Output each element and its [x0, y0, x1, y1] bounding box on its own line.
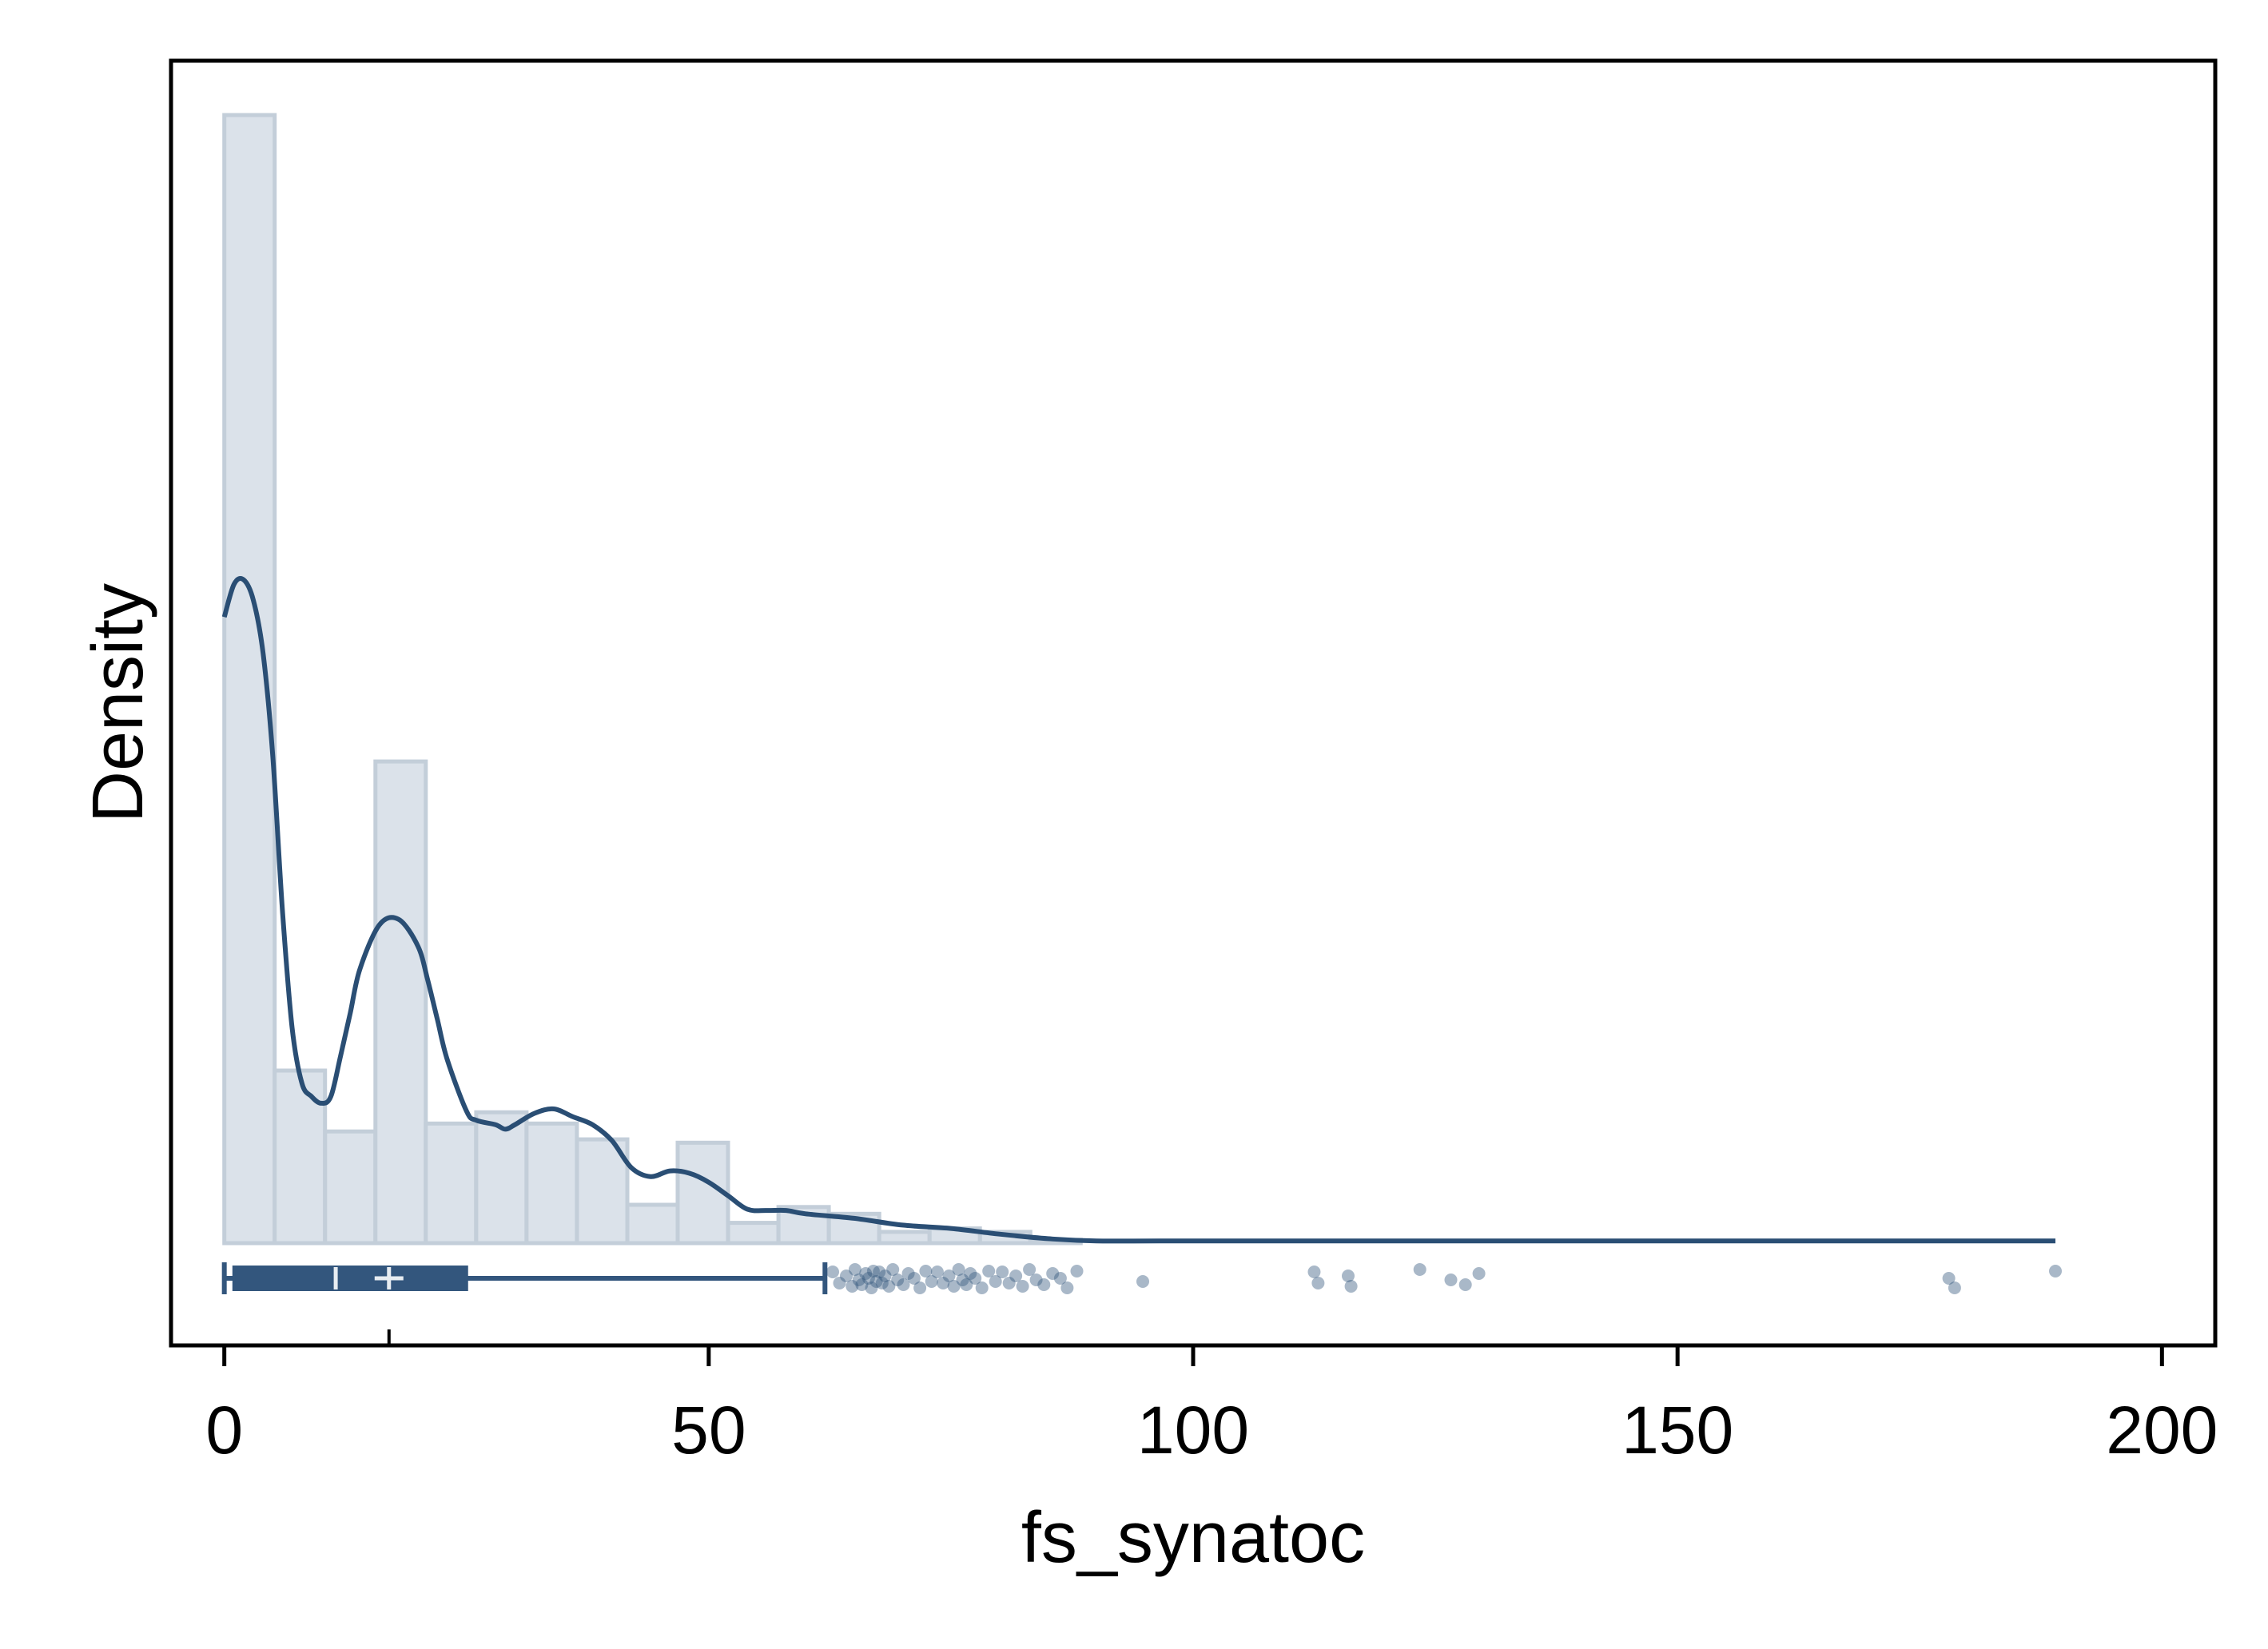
- outlier-point-30: [960, 1278, 973, 1291]
- outlier-point-42: [1037, 1278, 1051, 1291]
- density-curve-group: [221, 576, 2055, 1244]
- outlier-point-19: [901, 1267, 915, 1280]
- outlier-point-22: [919, 1265, 933, 1277]
- outlier-point-10: [866, 1265, 880, 1277]
- histogram-bar-8: [625, 1202, 680, 1246]
- outlier-point-43: [1046, 1267, 1060, 1280]
- outlier-point-5: [852, 1274, 865, 1286]
- x-tick-label-200: 200: [2106, 1393, 2218, 1468]
- outlier-point-17: [891, 1274, 905, 1286]
- outlier-points: [826, 1263, 2062, 1294]
- outlier-point-55: [1472, 1267, 1486, 1280]
- outlier-point-18: [897, 1278, 910, 1291]
- x-axis-ticks: 0 50 100 150 200: [205, 1345, 2218, 1468]
- histogram-bar-9: [675, 1140, 730, 1246]
- outlier-point-49: [1311, 1277, 1325, 1289]
- outlier-point-45: [1060, 1281, 1074, 1294]
- outlier-point-56: [1942, 1272, 1956, 1285]
- outlier-point-20: [907, 1272, 921, 1285]
- outlier-point-24: [930, 1266, 944, 1278]
- outlier-point-12: [873, 1266, 886, 1278]
- outlier-point-31: [964, 1267, 977, 1280]
- outlier-point-54: [1458, 1278, 1472, 1291]
- outlier-point-14: [878, 1270, 892, 1282]
- outlier-point-25: [937, 1277, 950, 1289]
- outlier-point-44: [1053, 1272, 1067, 1285]
- outlier-point-28: [952, 1263, 965, 1276]
- outlier-point-32: [969, 1272, 982, 1285]
- density-curve: [221, 576, 2055, 1244]
- outlier-point-35: [989, 1275, 1002, 1288]
- outlier-point-50: [1342, 1270, 1355, 1282]
- histogram-bar-13: [877, 1230, 932, 1246]
- outlier-point-38: [1009, 1270, 1023, 1282]
- histogram-bar-7: [575, 1137, 630, 1246]
- box-iqr: [232, 1266, 468, 1291]
- outlier-point-8: [861, 1272, 875, 1285]
- x-tick-label-50: 50: [671, 1393, 746, 1468]
- x-tick-label-150: 150: [1621, 1393, 1733, 1468]
- histogram-bars: [222, 113, 1083, 1246]
- outlier-point-36: [996, 1266, 1009, 1278]
- outlier-point-15: [882, 1280, 896, 1293]
- histogram-bar-5: [474, 1110, 529, 1246]
- outlier-point-3: [846, 1280, 859, 1293]
- outlier-point-33: [975, 1281, 989, 1294]
- outlier-point-23: [925, 1275, 938, 1288]
- x-axis-title: fs_synatoc: [1021, 1498, 1365, 1578]
- outlier-point-16: [886, 1263, 900, 1276]
- outlier-point-39: [1016, 1280, 1029, 1293]
- outlier-point-52: [1413, 1263, 1426, 1276]
- outlier-point-47: [1136, 1275, 1149, 1288]
- outlier-point-27: [947, 1280, 961, 1293]
- y-axis-title: Density: [78, 583, 158, 823]
- outlier-point-48: [1307, 1266, 1321, 1278]
- outlier-point-1: [833, 1277, 846, 1289]
- outlier-point-6: [855, 1278, 869, 1291]
- outlier-point-11: [869, 1275, 883, 1288]
- outlier-point-4: [848, 1263, 861, 1276]
- outlier-point-9: [865, 1281, 878, 1294]
- histogram-bar-3: [373, 759, 428, 1246]
- outlier-point-34: [982, 1265, 996, 1277]
- x-tick-label-100: 100: [1137, 1393, 1249, 1468]
- outlier-point-57: [1948, 1281, 1961, 1294]
- outlier-point-7: [859, 1267, 873, 1280]
- outlier-point-0: [826, 1266, 839, 1278]
- outlier-point-29: [956, 1274, 969, 1286]
- histogram-bar-10: [726, 1221, 781, 1246]
- histogram-bar-6: [524, 1121, 579, 1246]
- outlier-point-46: [1070, 1265, 1084, 1277]
- outlier-point-26: [942, 1270, 956, 1282]
- outlier-point-40: [1023, 1263, 1037, 1276]
- histogram-bar-4: [424, 1121, 479, 1246]
- outlier-point-2: [840, 1270, 853, 1282]
- boxplot: [221, 1262, 828, 1345]
- x-tick-label-0: 0: [205, 1393, 243, 1468]
- histogram-bar-1: [273, 1068, 328, 1246]
- outlier-point-53: [1444, 1274, 1458, 1286]
- outlier-point-41: [1029, 1274, 1043, 1286]
- outlier-point-37: [1002, 1277, 1016, 1289]
- outlier-point-13: [875, 1277, 889, 1289]
- outlier-point-21: [913, 1281, 927, 1294]
- outlier-point-58: [2049, 1265, 2062, 1277]
- outlier-point-51: [1344, 1280, 1358, 1293]
- histogram-bar-2: [323, 1129, 378, 1246]
